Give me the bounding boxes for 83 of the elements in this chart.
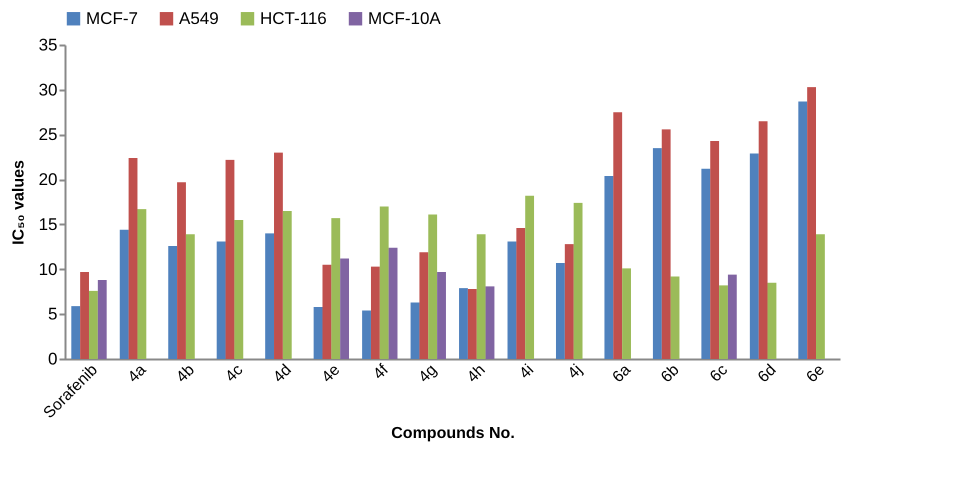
bar — [370, 266, 380, 359]
bar — [282, 210, 292, 359]
bar — [816, 234, 825, 359]
y-axis-title: IC₅₀ values — [10, 160, 28, 245]
x-tick-label: 6a — [610, 361, 634, 386]
bar — [701, 168, 710, 359]
x-tick-label: 4g — [416, 362, 440, 386]
legend-label: HCT-116 — [260, 8, 327, 28]
bar — [710, 140, 720, 359]
x-tick-label: 4a — [124, 361, 150, 386]
x-axis-title: Compounds No. — [391, 425, 515, 442]
bar — [516, 228, 526, 359]
bar — [525, 196, 534, 359]
bar — [226, 160, 234, 359]
bar — [388, 248, 398, 359]
bar — [476, 234, 486, 359]
y-tick-label: 35 — [38, 36, 58, 54]
bar — [556, 263, 565, 359]
bar — [652, 148, 662, 359]
y-tick-label: 15 — [38, 214, 58, 234]
bar — [508, 241, 516, 359]
bar — [177, 182, 186, 359]
bar — [88, 290, 98, 359]
bar — [468, 289, 477, 359]
x-tick-label: 4h — [464, 362, 489, 386]
bar — [410, 302, 420, 359]
bar — [758, 121, 768, 359]
x-tick-label: 4i — [516, 362, 538, 382]
bar — [137, 209, 146, 359]
bar — [362, 310, 371, 359]
bar — [728, 274, 737, 359]
bar — [265, 233, 274, 359]
bar — [670, 276, 680, 359]
bar — [234, 220, 244, 359]
bar — [80, 272, 89, 359]
legend-label: MCF-10A — [368, 8, 442, 28]
bar — [120, 230, 129, 359]
y-tick-label: 25 — [38, 125, 58, 144]
y-tick-label: 20 — [38, 170, 58, 190]
bar — [750, 154, 759, 359]
y-tick-label: 30 — [38, 80, 58, 100]
x-tick-label: 6d — [754, 362, 780, 386]
x-tick-label: 4f — [370, 361, 392, 383]
bar — [71, 306, 80, 359]
bar — [98, 280, 107, 359]
bar — [340, 258, 350, 359]
x-tick-label: 4d — [270, 362, 295, 386]
bar — [168, 246, 178, 359]
bar — [622, 268, 631, 359]
x-tick-label: 6c — [707, 362, 732, 386]
bar — [574, 202, 583, 359]
x-tick-label: 6b — [658, 361, 683, 386]
bar — [331, 218, 340, 359]
bar — [428, 214, 438, 359]
x-tick-label: 4c — [222, 362, 246, 386]
bar — [274, 152, 283, 359]
bar — [662, 129, 671, 359]
bar — [604, 176, 614, 359]
y-tick-label: 10 — [38, 260, 58, 279]
bar — [419, 252, 428, 359]
x-tick-label: 4e — [318, 361, 344, 386]
y-tick-label: 5 — [48, 304, 58, 324]
bar — [486, 286, 494, 359]
bar — [322, 264, 332, 359]
bar — [564, 244, 574, 359]
x-tick-label: 4b — [173, 361, 198, 386]
bar — [437, 272, 446, 359]
legend-label: MCF-7 — [86, 8, 138, 28]
bar — [459, 288, 468, 359]
bar — [128, 158, 138, 359]
bar — [186, 234, 195, 359]
y-tick-label: 0 — [48, 350, 58, 368]
bar — [314, 306, 322, 359]
bar — [798, 102, 808, 359]
x-tick-label: 6e — [803, 361, 828, 386]
bar — [719, 285, 728, 359]
bar — [807, 87, 816, 359]
legend-label: A549 — [179, 8, 219, 28]
bar — [216, 241, 226, 359]
bar — [380, 206, 389, 359]
bar — [613, 112, 622, 359]
bar — [768, 282, 776, 359]
x-tick-label: 4j — [564, 362, 586, 382]
